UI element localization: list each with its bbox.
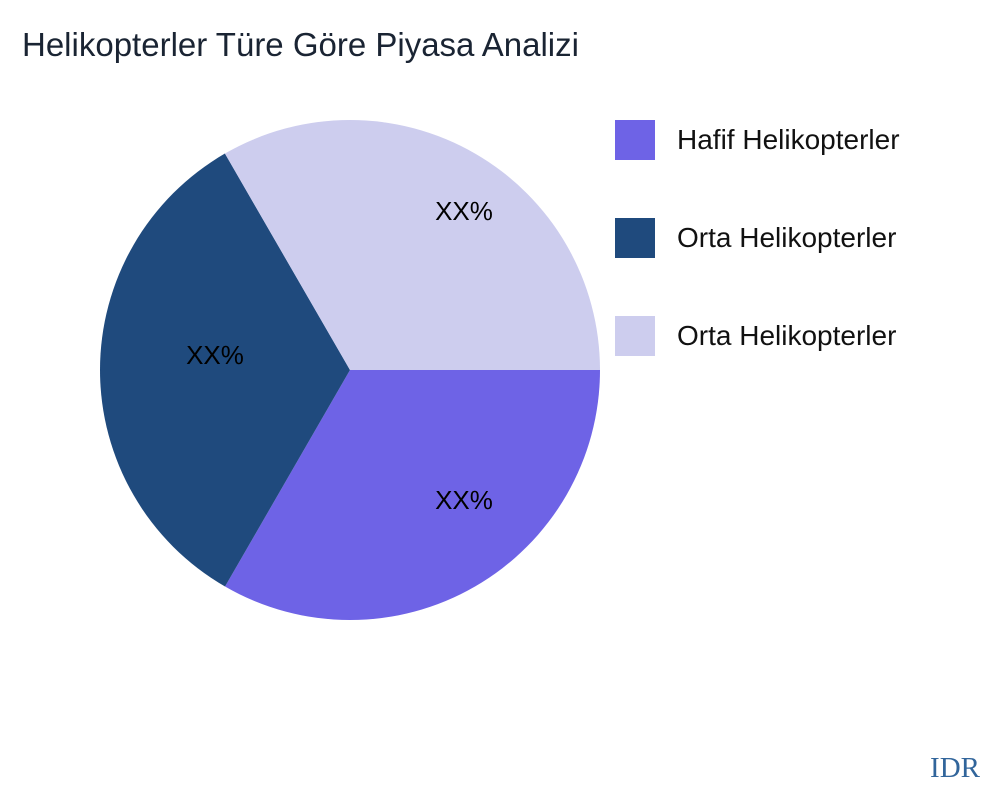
pie-slice-2 (224, 120, 600, 371)
legend-swatch-0 (615, 120, 655, 160)
legend-label-2: Orta Helikopterler (677, 320, 897, 351)
pie-slice-0 (225, 370, 600, 620)
pie-svg: XX% XX% XX% (99, 120, 600, 620)
pie-slice-1 (99, 153, 351, 587)
slice-pct-label-2: XX% (435, 196, 493, 226)
slice-pct-label-1: XX% (186, 340, 244, 370)
chart-title: Helikopterler Türe Göre Piyasa Analizi (22, 26, 579, 63)
pie-chart: XX% XX% XX% (99, 120, 600, 620)
legend-label-1: Orta Helikopterler (677, 222, 897, 253)
legend-swatch-1 (615, 218, 655, 258)
legend-item-0: Hafif Helikopterler (615, 120, 900, 160)
legend: Hafif Helikopterler Orta Helikopterler Ort… (615, 120, 900, 356)
legend-item-1: Orta Helikopterler (615, 218, 900, 258)
watermark-idr: IDR (930, 752, 980, 784)
legend-swatch-2 (615, 316, 655, 356)
slice-pct-label-0: XX% (435, 485, 493, 515)
legend-item-2: Orta Helikopterler (615, 316, 900, 356)
legend-label-0: Hafif Helikopterler (677, 124, 900, 155)
